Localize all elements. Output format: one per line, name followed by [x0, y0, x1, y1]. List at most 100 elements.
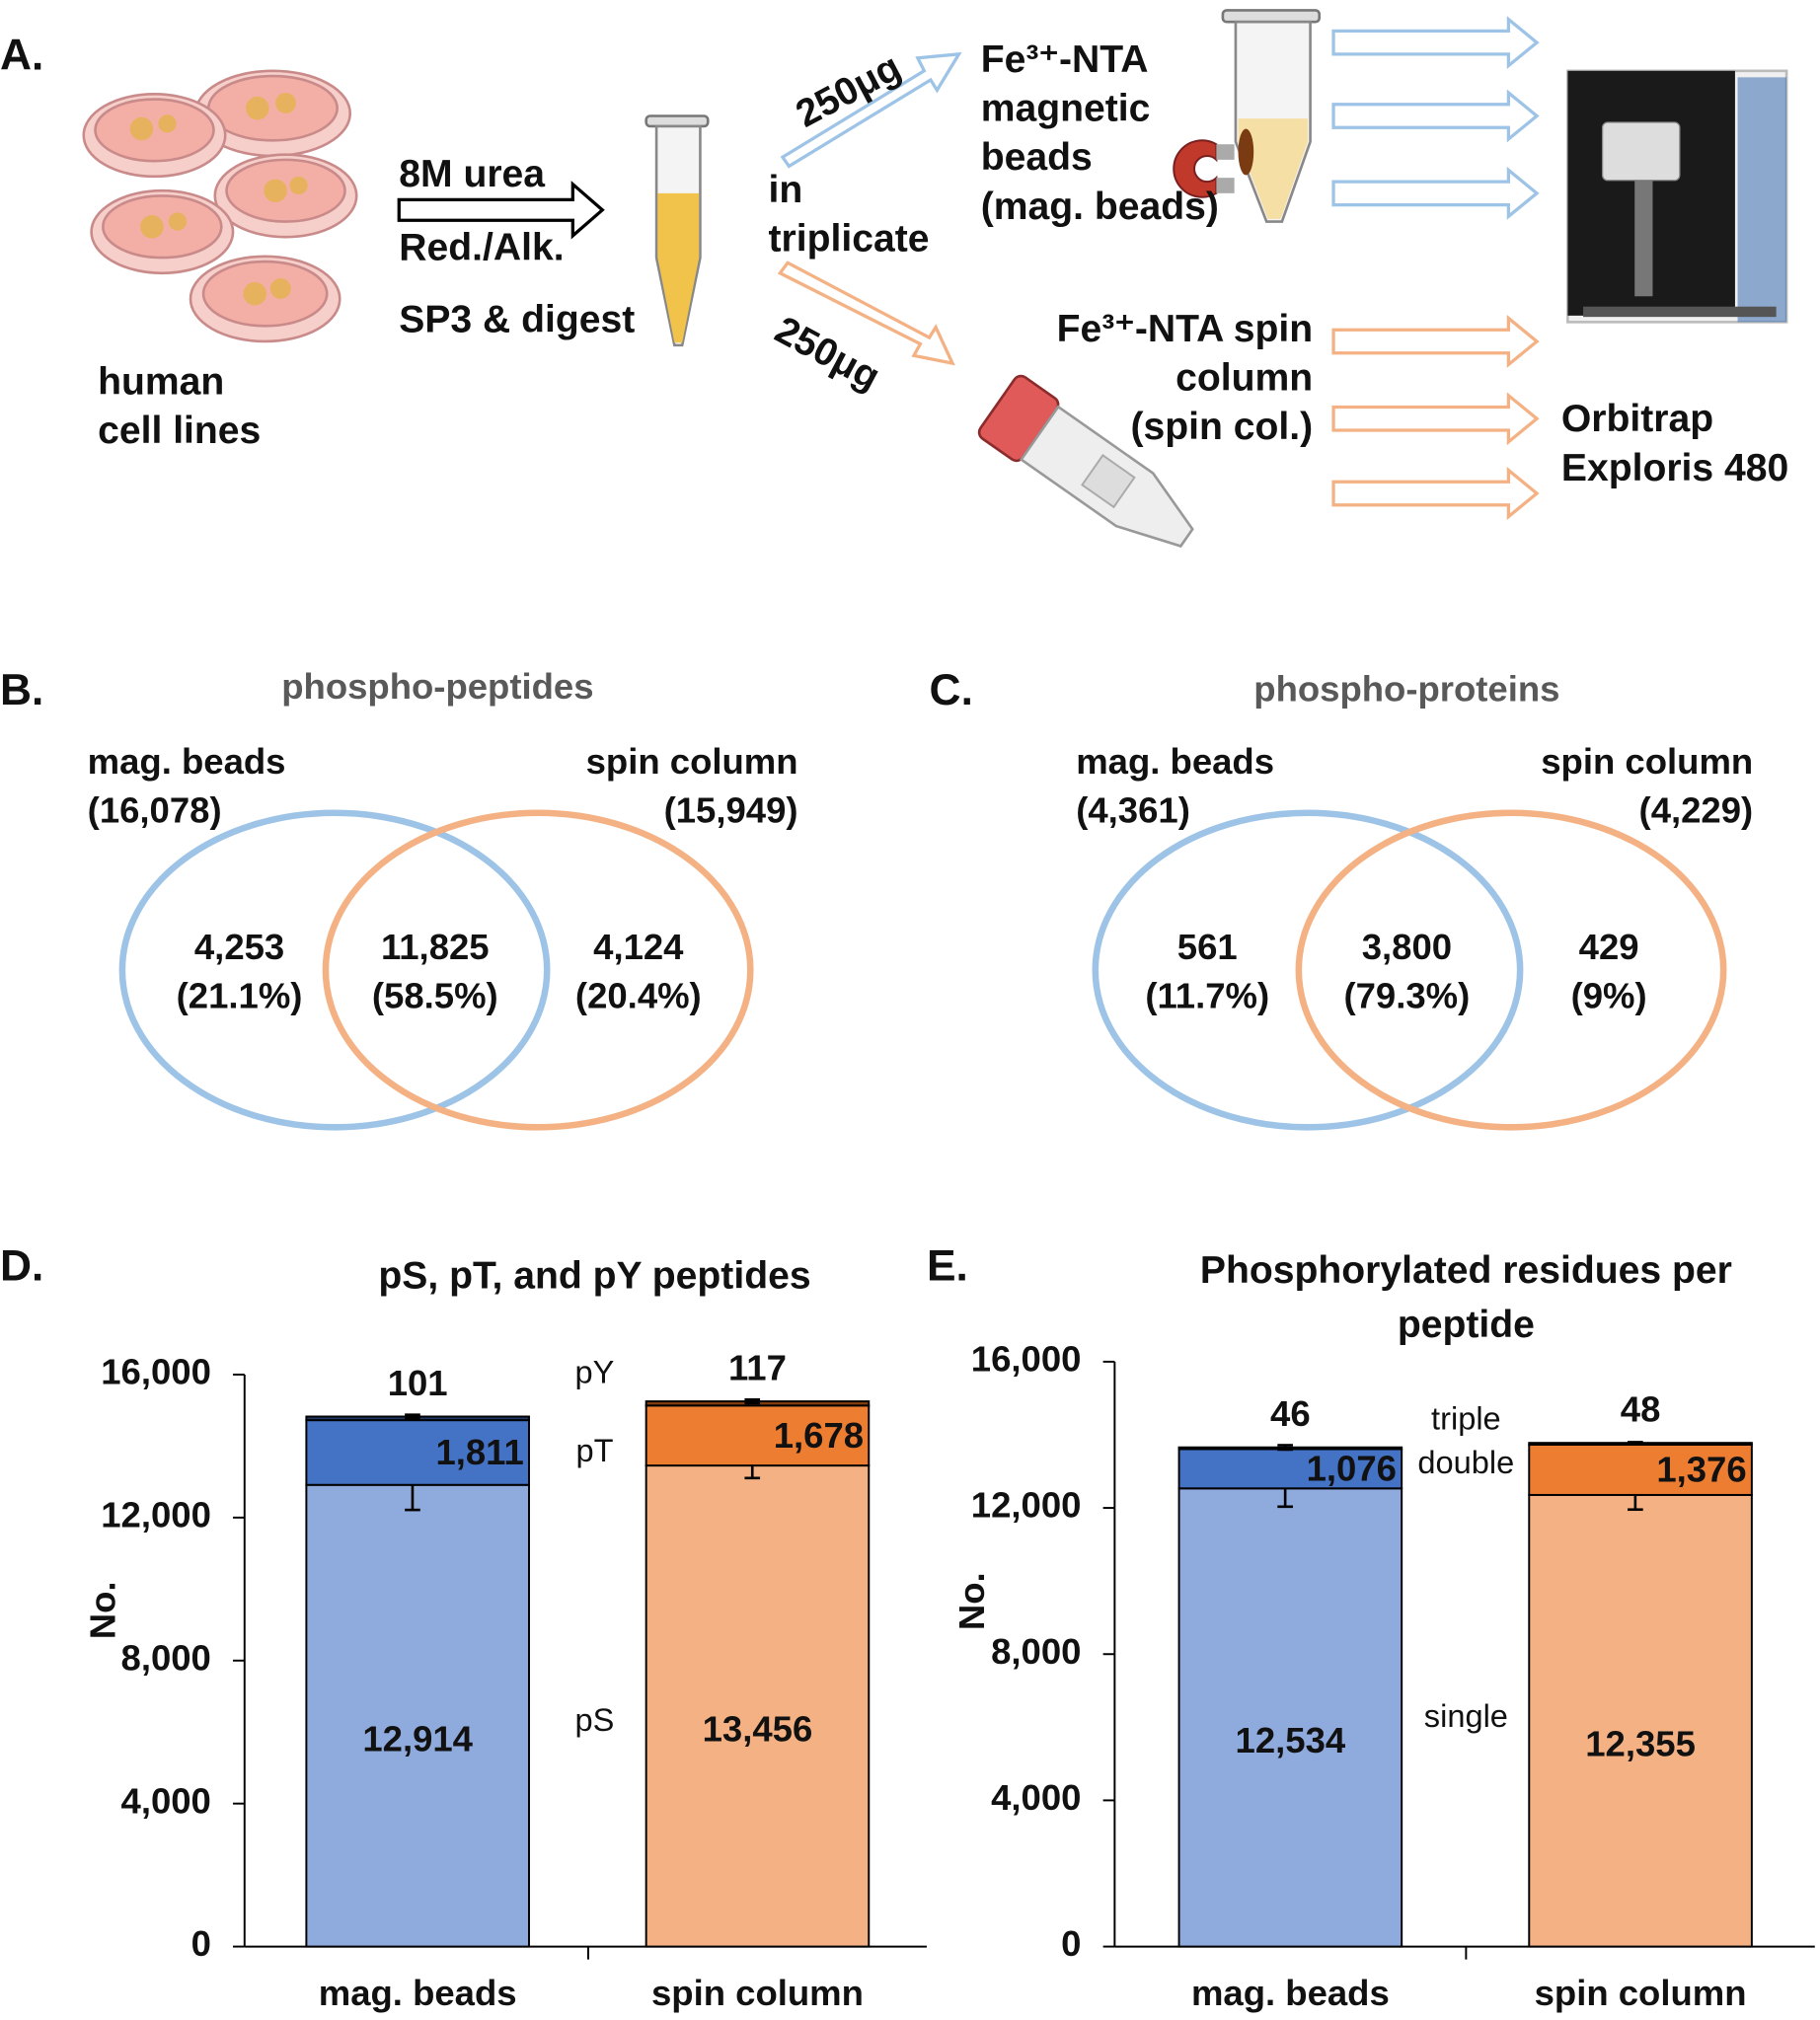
y-tick-label: 12,000: [101, 1495, 211, 1535]
mass-spectrometer: [1566, 69, 1788, 324]
bar-segment: [645, 1464, 871, 1948]
region-percent: (58.5%): [372, 975, 498, 1015]
panel-label: B.: [0, 666, 43, 714]
sample-tube: [645, 114, 710, 347]
error-bar: [1277, 1444, 1293, 1452]
data-label: 12,355: [1585, 1724, 1696, 1764]
x-tick-label: spin column: [651, 1973, 864, 2013]
set-name: mag. beads: [88, 741, 286, 782]
output-arrow: [1331, 16, 1540, 70]
set-name: spin column: [1541, 741, 1753, 782]
instrument-label: Orbitrap: [1561, 398, 1713, 440]
data-label: 13,456: [703, 1709, 813, 1750]
process-step: SP3 & digest: [399, 299, 635, 341]
input-label: cell lines: [98, 410, 261, 452]
region-count: 561: [1177, 927, 1238, 967]
panel-label: C.: [930, 666, 973, 714]
region-percent: (9%): [1571, 975, 1647, 1015]
region-percent: (21.1%): [177, 975, 303, 1015]
set-total: (16,078): [88, 789, 222, 830]
region-percent: (20.4%): [575, 975, 702, 1015]
data-label: 117: [728, 1347, 787, 1387]
bar-segment: [305, 1483, 530, 1948]
series-label: double: [1417, 1444, 1514, 1480]
error-bar: [744, 1397, 761, 1405]
set-circle: [322, 809, 754, 1131]
x-tick-label: mag. beads: [319, 1973, 517, 2013]
region-count: 4,253: [194, 927, 284, 967]
method-label: beads: [981, 136, 1093, 179]
output-arrow: [1331, 467, 1540, 520]
x-tick-label: spin column: [1535, 1973, 1747, 2013]
method-label: column: [1175, 356, 1313, 399]
method-label: (spin col.): [1131, 406, 1314, 448]
set-total: (15,949): [664, 789, 798, 830]
series-label: pT: [575, 1432, 613, 1468]
data-label: 1,376: [1656, 1450, 1746, 1490]
split-arrow: [777, 261, 955, 366]
process-step: 8M urea: [399, 153, 546, 195]
venn-title: phospho-peptides: [281, 666, 593, 707]
spin-column: [977, 374, 1194, 548]
set-name: spin column: [586, 741, 798, 782]
method-label: (mag. beads): [981, 186, 1219, 228]
bar-segment: [1528, 1493, 1753, 1948]
series-label: single: [1424, 1697, 1508, 1734]
workflow-diagram: [82, 9, 1788, 548]
method-label: magnetic: [981, 88, 1151, 130]
bar-segment: [1528, 1443, 1753, 1496]
method-label: Fe³⁺-NTA: [981, 38, 1149, 81]
process-arrow: [397, 181, 605, 240]
data-label: 1,678: [774, 1415, 864, 1456]
region-percent: (79.3%): [1343, 975, 1470, 1015]
set-name: mag. beads: [1076, 741, 1274, 782]
series-label: pS: [575, 1701, 615, 1738]
chart-title: peptide: [1398, 1304, 1535, 1346]
output-arrow: [1331, 89, 1540, 143]
input-label: human: [98, 360, 224, 403]
y-tick-label: 12,000: [971, 1485, 1082, 1526]
set-circle: [1295, 809, 1727, 1131]
instrument-label: Exploris 480: [1561, 447, 1788, 489]
bar-segment: [645, 1404, 871, 1467]
output-arrow: [1331, 392, 1540, 446]
data-label: 1,811: [435, 1432, 523, 1472]
panel-label: A.: [0, 31, 43, 79]
y-tick-label: 16,000: [971, 1339, 1082, 1380]
series-label: triple: [1431, 1400, 1501, 1437]
y-tick-label: 0: [191, 1923, 211, 1964]
data-label: 1,076: [1307, 1449, 1397, 1489]
venn-title: phospho-proteins: [1253, 669, 1559, 710]
y-tick-label: 16,000: [101, 1352, 211, 1392]
x-tick-label: mag. beads: [1191, 1973, 1390, 2013]
output-arrow: [1331, 166, 1540, 220]
replicate-label: in: [769, 169, 803, 211]
split-arrow: [780, 51, 962, 169]
method-label: Fe³⁺-NTA spin: [1057, 308, 1314, 350]
set-total: (4,229): [1639, 789, 1754, 830]
amount-label: 250μg: [768, 309, 886, 399]
region-count: 4,124: [593, 927, 684, 967]
replicate-label: triplicate: [769, 217, 930, 260]
chart-title: Phosphorylated residues per: [1200, 1249, 1732, 1292]
magnetic-bead-tube: [1173, 9, 1322, 223]
data-label: 12,914: [362, 1718, 473, 1758]
data-label: 46: [1270, 1393, 1311, 1434]
process-step: Red./Alk.: [399, 227, 564, 269]
data-label: 48: [1621, 1388, 1661, 1429]
cell-dishes: [82, 69, 358, 343]
y-axis-label: No.: [951, 1572, 992, 1630]
panel-label: E.: [927, 1242, 968, 1291]
region-count: 429: [1579, 927, 1639, 967]
y-tick-label: 8,000: [991, 1631, 1081, 1672]
error-bar: [405, 1413, 420, 1420]
data-label: 101: [388, 1363, 448, 1403]
y-tick-label: 8,000: [121, 1637, 211, 1678]
region-count: 3,800: [1362, 927, 1452, 967]
set-circle: [118, 809, 551, 1131]
bar-segment: [1177, 1487, 1403, 1948]
y-axis-label: No.: [83, 1581, 123, 1639]
y-tick-label: 4,000: [991, 1777, 1081, 1818]
region-percent: (11.7%): [1145, 975, 1269, 1015]
